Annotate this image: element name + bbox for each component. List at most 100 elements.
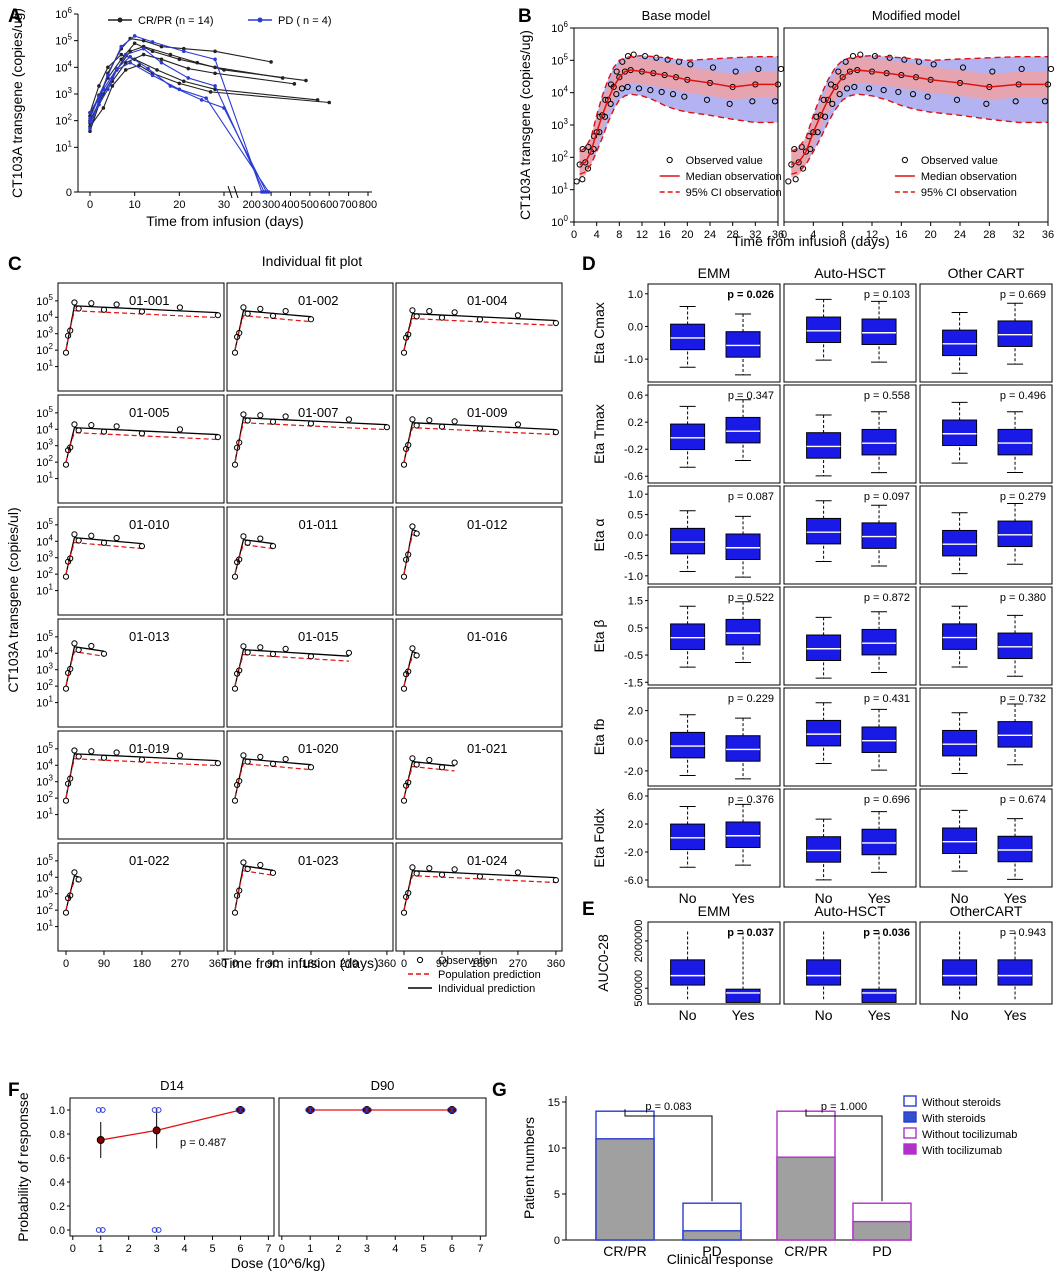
c-observation [244, 865, 251, 873]
c-observation [88, 422, 95, 429]
b-observation [849, 53, 857, 60]
c-subplot-frame [226, 618, 394, 728]
f-x-tick-label: 6 [237, 1243, 243, 1255]
c-observation [426, 865, 433, 872]
c-x-tick-label: 0 [232, 958, 238, 970]
d-box [806, 517, 842, 545]
c-y-tick-label: 102 [36, 342, 53, 357]
d-y-tick-label: 0.0 [628, 736, 643, 748]
c-observation [71, 531, 78, 538]
e-box [725, 988, 761, 1003]
d-group-title: Auto-HSCT [814, 265, 886, 281]
d-box [670, 423, 706, 451]
c-observation [240, 304, 247, 311]
c-observation [409, 307, 416, 314]
a-series-point [177, 57, 182, 62]
g-x-category: PD [872, 1243, 891, 1259]
f-obs-point [447, 1107, 453, 1113]
panel-e: EMM No Yes p = 0.037 2000000 500000 Auto-HSCT N… [595, 903, 1053, 1023]
c-observation [405, 668, 412, 675]
g-y-tick-label: 0 [554, 1235, 560, 1247]
b-median-band [791, 57, 1048, 178]
b-observation [584, 165, 592, 172]
c-x-label: Time from infusion (days) [221, 955, 378, 971]
c-observation [438, 871, 446, 878]
e-x-category: No [815, 1007, 833, 1023]
d-p-value: p = 0.279 [1000, 491, 1046, 503]
f-x-tick-label: 1 [307, 1243, 313, 1255]
b-median-line [791, 69, 1048, 166]
a-series-line-6 [89, 35, 263, 193]
b-observation [839, 74, 846, 81]
b-y-tick-label: 101 [551, 182, 568, 197]
e-x-category: Yes [868, 1007, 891, 1023]
f-obs-point [362, 1107, 368, 1113]
b-observation [630, 51, 637, 58]
c-observation [88, 300, 95, 307]
c-observation [71, 869, 78, 876]
g-y-tick-label: 10 [548, 1143, 560, 1155]
c-observation [282, 645, 289, 653]
c-observation [409, 416, 416, 423]
f-x-tick-label: 0 [70, 1243, 76, 1255]
c-subplot-frame [226, 282, 394, 392]
f-obs-point [309, 1107, 316, 1113]
d-y-tick-label: -0.5 [624, 550, 643, 562]
f-x-tick-label: 1 [98, 1243, 104, 1255]
b-observation [687, 61, 694, 68]
g-legend-label: Without tocilizumab [922, 1129, 1017, 1141]
f-mean-point [96, 1136, 105, 1144]
a-series-point [106, 87, 110, 92]
c-y-tick-label: 103 [36, 662, 53, 677]
g-x-category: CR/PR [603, 1243, 647, 1259]
b-observation [613, 91, 620, 98]
f-obs-point [99, 1107, 106, 1113]
c-population-prediction [234, 315, 311, 351]
d-box [942, 729, 978, 757]
d-p-value: p = 0.097 [864, 491, 910, 503]
c-population-prediction [65, 651, 105, 687]
c-observation [75, 646, 82, 654]
b-observation [777, 65, 785, 73]
d-box [997, 520, 1033, 548]
e-x-category: No [951, 1007, 969, 1023]
c-observation [234, 444, 241, 451]
f-x-tick-label: 4 [182, 1243, 188, 1255]
a-series-point [137, 63, 141, 68]
b-observation [582, 159, 589, 166]
b-x-tick-label: 12 [866, 229, 878, 241]
b-observation [835, 68, 842, 75]
e-p-value: p = 0.037 [727, 927, 774, 939]
c-y-tick-label: 102 [36, 678, 53, 693]
c-population-prediction [403, 533, 417, 575]
c-y-tick-label: 105 [36, 741, 53, 756]
c-y-tick-label: 105 [36, 629, 53, 644]
d-box [670, 527, 706, 555]
c-subject-id: 01-022 [129, 853, 169, 868]
f-obs-point [95, 1107, 102, 1113]
d-x-category: No [815, 890, 833, 906]
c-observation [234, 892, 241, 899]
c-y-tick-label: 103 [36, 774, 53, 789]
g-bracket [805, 1109, 883, 1202]
f-y-tick-label: 0.0 [50, 1225, 65, 1237]
d-p-value: p = 0.522 [728, 592, 774, 604]
b-observation [836, 91, 843, 98]
c-observation [231, 349, 239, 356]
c-observation [413, 530, 420, 537]
f-obs-point [151, 1107, 158, 1113]
f-y-tick-label: 0.8 [50, 1129, 65, 1141]
g-legend-swatch [903, 1143, 917, 1155]
a-axis-break [227, 185, 233, 199]
c-y-tick-label: 104 [36, 757, 53, 772]
c-observation [413, 313, 420, 320]
b-observation [681, 93, 688, 100]
c-observation [67, 665, 74, 673]
e-box [861, 988, 897, 1003]
c-legend-marker [416, 956, 424, 964]
d-y-tick-label: 0.0 [628, 321, 643, 333]
c-observation [409, 864, 416, 871]
c-observation [282, 413, 289, 420]
d-box [997, 320, 1033, 347]
c-y-label: CT103A transgene (copies/ul) [5, 507, 21, 692]
